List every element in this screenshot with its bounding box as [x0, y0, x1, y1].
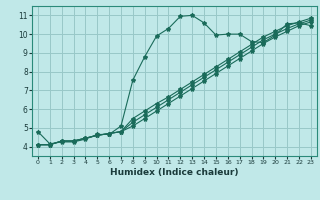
X-axis label: Humidex (Indice chaleur): Humidex (Indice chaleur): [110, 168, 239, 177]
